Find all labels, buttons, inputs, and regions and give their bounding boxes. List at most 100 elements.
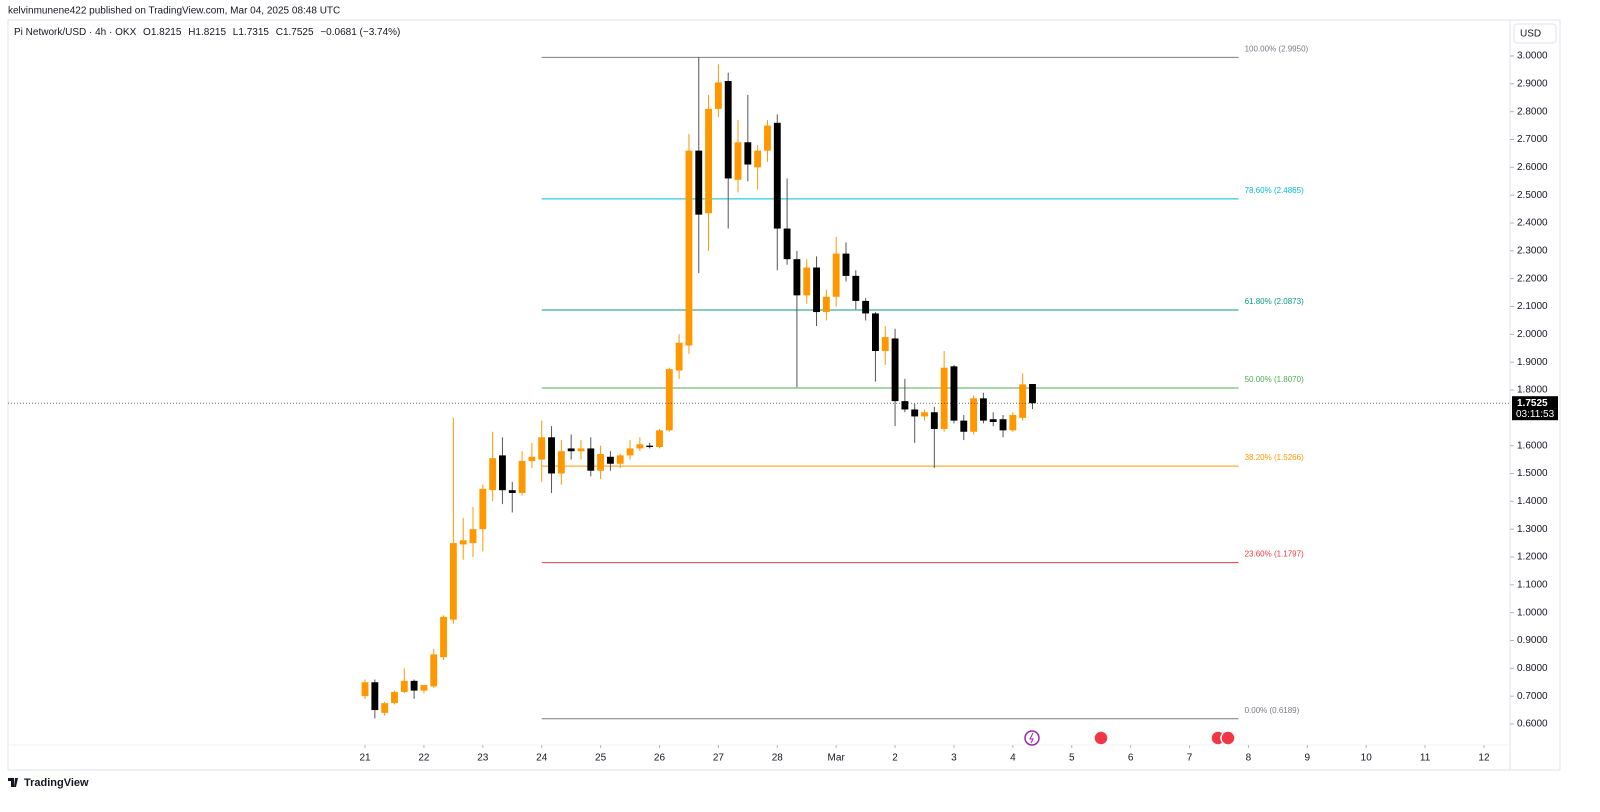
candle-body	[891, 338, 899, 402]
candle-body	[950, 366, 958, 421]
x-tick-label: 23	[477, 753, 489, 764]
candle-body	[930, 412, 938, 429]
x-tick-label: 6	[1128, 753, 1134, 764]
candle	[646, 442, 654, 449]
candle	[410, 679, 418, 699]
y-tick-label: 2.8000	[1517, 106, 1548, 117]
candle-body	[764, 125, 771, 151]
candle	[675, 334, 683, 379]
candle	[685, 133, 693, 354]
candle-body	[400, 680, 408, 692]
candle	[361, 679, 369, 699]
candle	[391, 690, 398, 705]
candle-body	[842, 253, 850, 276]
event-glyph	[1029, 732, 1034, 744]
candle	[764, 120, 771, 162]
candle-body	[695, 150, 703, 215]
candle-body	[567, 448, 575, 452]
candle-body	[420, 685, 428, 691]
candle-body	[391, 691, 398, 704]
candle	[469, 506, 477, 557]
event-icon[interactable]	[1024, 730, 1040, 746]
candle-body	[499, 455, 506, 491]
legend: Pi Network/USD · 4h · OKX O1.8215 H1.821…	[14, 27, 400, 38]
y-tick-label: 0.9000	[1517, 635, 1548, 646]
candle-body	[822, 296, 830, 313]
x-tick-label: 2	[892, 753, 898, 764]
candle	[813, 256, 820, 326]
fib-label: 23.60% (1.1797)	[1245, 550, 1304, 559]
candle-body	[675, 342, 683, 371]
candle-body	[371, 682, 379, 711]
candle	[930, 406, 938, 468]
candle-body	[459, 540, 467, 545]
logo-mark	[8, 778, 18, 787]
candle	[606, 451, 614, 471]
candle-body	[783, 228, 791, 260]
currency-box[interactable]	[1513, 23, 1557, 44]
candle-body	[979, 398, 987, 421]
candle-body	[449, 543, 457, 620]
candle	[871, 312, 879, 382]
candle	[832, 236, 840, 307]
candle-body	[616, 455, 624, 464]
y-tick-label: 0.7000	[1517, 691, 1548, 702]
event-icon[interactable]	[1093, 730, 1109, 746]
candle-body	[518, 460, 526, 493]
candle-body	[744, 142, 752, 165]
x-tick-label: 22	[418, 753, 430, 764]
candle-body	[881, 337, 889, 352]
last-price-tag	[1512, 396, 1558, 421]
candle-body	[587, 448, 595, 471]
candle-body	[1019, 384, 1027, 418]
y-tick-label: 1.0000	[1517, 607, 1548, 618]
y-tick-label: 2.6000	[1517, 162, 1548, 173]
x-tick-label: 11	[1420, 753, 1431, 764]
legend-low: L1.7315	[233, 27, 270, 38]
event-icon[interactable]	[1220, 730, 1236, 746]
candle	[616, 454, 624, 468]
candle	[626, 440, 634, 460]
x-tick-label: 8	[1246, 753, 1252, 764]
candle	[822, 289, 830, 321]
candle-body	[734, 142, 742, 180]
x-tick-label: 5	[1069, 753, 1075, 764]
y-tick-label: 2.4000	[1517, 218, 1548, 229]
legend-title: Pi Network/USD · 4h · OKX	[14, 27, 137, 38]
x-tick-label: 27	[713, 753, 725, 764]
candle	[518, 451, 526, 496]
candle-body	[606, 456, 614, 464]
fib-label: 0.00% (0.6189)	[1245, 706, 1300, 715]
y-tick-label: 1.4000	[1517, 496, 1548, 507]
legend-high: H1.8215	[188, 27, 226, 38]
candle-body	[538, 437, 546, 460]
candle-body	[430, 654, 438, 687]
legend-change: −0.0681 (−3.74%)	[320, 27, 400, 38]
y-tick-label: 3.0000	[1517, 51, 1548, 62]
candle-body	[724, 81, 732, 179]
candle	[656, 428, 663, 449]
y-tick-label: 1.9000	[1517, 357, 1548, 368]
fib-label: 78.60% (2.4865)	[1245, 186, 1304, 195]
candle	[371, 679, 379, 719]
y-tick-label: 2.3000	[1517, 245, 1548, 256]
y-tick-label: 2.0000	[1517, 329, 1548, 340]
candle-body	[636, 444, 644, 449]
x-tick-label: 21	[359, 753, 371, 764]
candle	[597, 445, 605, 480]
candle	[842, 242, 850, 282]
candle-body	[685, 150, 693, 346]
currency[interactable]: USD	[1520, 29, 1541, 40]
x-tick-label: 25	[595, 753, 607, 764]
candle	[489, 431, 497, 502]
event-icons	[1024, 730, 1236, 746]
candle-body	[921, 412, 928, 417]
fib-label: 100.00% (2.9950)	[1245, 44, 1309, 53]
legend-open: O1.8215	[143, 27, 182, 38]
candle	[852, 270, 860, 310]
logo-text: TradingView	[24, 777, 89, 789]
candle	[557, 440, 565, 485]
candle-body	[469, 529, 477, 544]
candle	[773, 114, 781, 271]
candle-body	[911, 409, 919, 417]
